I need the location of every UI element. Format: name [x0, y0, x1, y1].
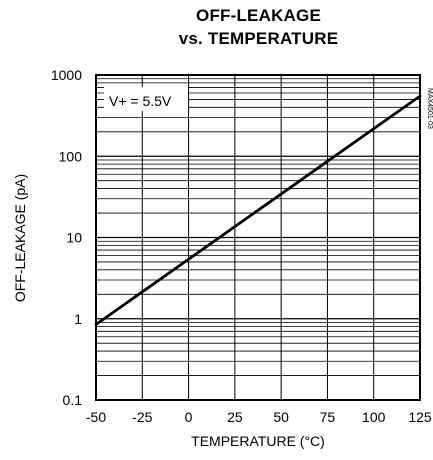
x-tick-label: -50: [86, 409, 106, 425]
chart-title-line-2: vs. TEMPERATURE: [178, 29, 339, 48]
chart-title-line-1: OFF-LEAKAGE: [196, 6, 321, 25]
y-tick-label: 100: [59, 148, 83, 164]
y-tick-label: 1: [74, 311, 82, 327]
plot-frame: [95, 74, 421, 401]
y-tick-label: 1000: [51, 67, 82, 83]
annotation-label: V+ = 5.5V: [109, 93, 172, 109]
x-tick-label: 50: [273, 409, 289, 425]
x-tick-label: 125: [408, 409, 432, 425]
y-tick-label: 0.1: [63, 392, 83, 408]
figure-id: MAX4501-03: [426, 88, 433, 129]
grid: [96, 75, 420, 400]
x-axis-label: TEMPERATURE (°C): [191, 433, 325, 449]
y-axis-label: OFF-LEAKAGE (pA): [12, 174, 28, 302]
y-tick-label: 10: [66, 230, 82, 246]
x-tick-label: 75: [320, 409, 336, 425]
plot-border: [95, 74, 421, 401]
x-tick-label: 0: [185, 409, 193, 425]
series-line-0: [94, 94, 422, 326]
x-tick-label: -25: [132, 409, 152, 425]
x-tick-label: 25: [227, 409, 243, 425]
x-tick-labels: -50 -25 0 25 50 75 100 125: [86, 409, 432, 425]
y-tick-labels: 0.1 1 10 100 1000: [51, 67, 82, 408]
annotation-box: [104, 87, 188, 111]
series-layer: [94, 94, 422, 326]
x-tick-label: 100: [362, 409, 386, 425]
